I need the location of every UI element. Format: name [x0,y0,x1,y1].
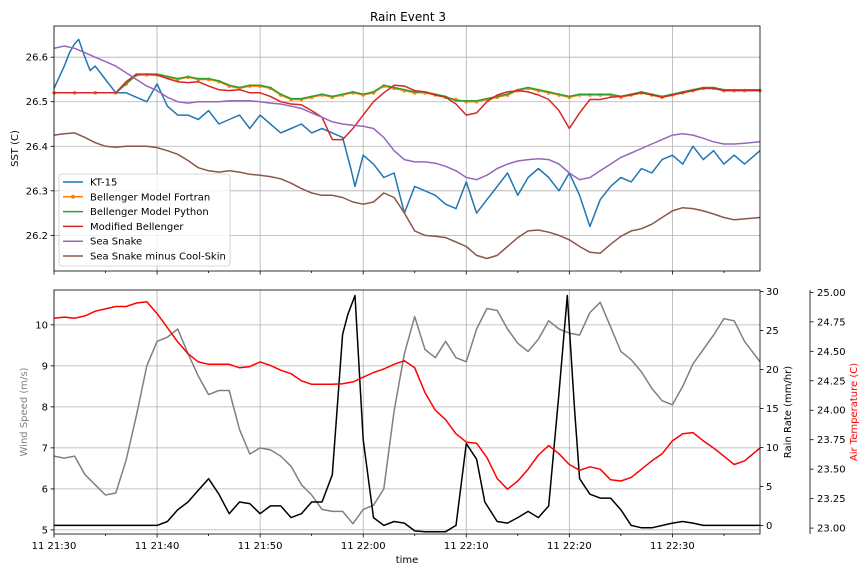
air-temp-y-tick-label: 23.75 [817,435,846,446]
sst-y-tick-label: 26.3 [26,186,48,197]
sst-y-tick-label: 26.5 [26,97,48,108]
x-tick-label: 11 22:10 [444,541,489,552]
sst-y-ticks: 26.2 26.3 26.4 26.5 26.6 [26,53,54,242]
wind-y-tick-label: 10 [35,320,48,331]
sst-y-tick-label: 26.4 [26,142,48,153]
legend-label-kt-15: KT-15 [90,178,117,189]
air-temp-y-axis-label: Air Temperature (C) [849,363,860,461]
met-plot-frame [53,289,761,535]
legend-label-bellenger-model-fortran: Bellenger Model Fortran [90,192,210,203]
air-temp-y-tick-label: 24.75 [817,317,846,328]
rain-y-tick-label: 0 [766,521,772,532]
sst-y-tick-label: 26.2 [26,231,48,242]
wind-y-tick-label: 9 [42,361,48,372]
sst-plot: Rain Event 3 26.2 26.3 26.4 26.5 26.6 SST (C… [10,10,762,275]
sst-plot-frame [53,25,761,272]
sst-y-tick-label: 26.6 [26,53,48,64]
series-line-wind-speed [53,301,761,525]
air-temp-y-tick-label: 23.50 [817,465,846,476]
air-temp-y-ticks: 23.00 23.25 23.50 23.75 24.00 24.25 24.50 24.75… [810,288,846,535]
sst-series-lines [52,38,762,260]
rain-y-tick-label: 25 [766,326,779,337]
met-grid [53,290,760,534]
air-temp-y-tick-label: 23.00 [817,524,846,535]
x-tick-label: 11 22:00 [341,541,386,552]
series-line-sea-snake-minus-cool-skin [53,132,761,260]
sst-y-axis-label: SST (C) [10,130,21,167]
air-temp-y-tick-label: 24.00 [817,406,846,417]
air-temp-y-tick-label: 25.00 [817,288,846,299]
met-plot: 5 6 7 8 9 10 0 5 10 15 20 25 30 23.00 23.25 23.50 23.7… [19,287,860,566]
x-tick-label: 11 21:30 [32,541,77,552]
air-temp-y-tick-label: 23.25 [817,494,846,505]
rain-y-tick-label: 15 [766,404,779,415]
legend-label-bellenger-model-python: Bellenger Model Python [90,207,209,218]
wind-y-tick-label: 8 [42,402,48,413]
legend: KT-15 Bellenger Model Fortran Bellenger Mo… [58,173,231,267]
rain-y-axis-label: Rain Rate (mm/hr) [783,366,794,458]
wind-y-tick-label: 5 [42,525,48,536]
legend-label-sea-snake: Sea Snake [90,237,142,248]
x-axis-label: time [396,555,419,566]
rain-y-tick-label: 20 [766,365,779,376]
wind-y-tick-label: 6 [42,484,48,495]
wind-y-tick-label: 7 [42,443,48,454]
series-line-kt-15 [53,38,761,228]
met-series-lines [53,294,761,533]
wind-y-axis-label: Wind Speed (m/s) [19,367,30,456]
wind-y-ticks: 5 6 7 8 9 10 [35,320,54,536]
sst-x-ticks [53,271,725,275]
rain-y-ticks: 0 5 10 15 20 25 30 [760,287,779,532]
x-tick-label: 11 21:50 [238,541,283,552]
series-line-modified-bellenger [54,73,760,141]
air-temp-y-tick-label: 24.25 [817,376,846,387]
legend-label-modified-bellenger: Modified Bellenger [90,222,184,233]
series-line-air-temperature [53,301,761,490]
air-temp-y-tick-label: 24.50 [817,347,846,358]
met-x-ticks: 11 21:30 11 21:40 11 21:50 11 22:00 11 22:10… [32,534,725,552]
x-tick-label: 11 22:30 [650,541,695,552]
legend-marker-bellenger-model-fortran [71,194,75,199]
legend-box [58,173,231,267]
series-line-sea-snake [53,45,761,181]
rain-y-tick-label: 5 [766,482,772,493]
chart-title: Rain Event 3 [370,10,446,24]
rain-y-tick-label: 30 [766,287,779,298]
x-tick-label: 11 21:40 [135,541,180,552]
series-line-rain-rate [54,294,760,533]
x-tick-label: 11 22:20 [547,541,592,552]
rain-y-tick-label: 10 [766,443,779,454]
legend-label-sea-snake-minus-cool-skin: Sea Snake minus Cool-Skin [90,252,226,263]
